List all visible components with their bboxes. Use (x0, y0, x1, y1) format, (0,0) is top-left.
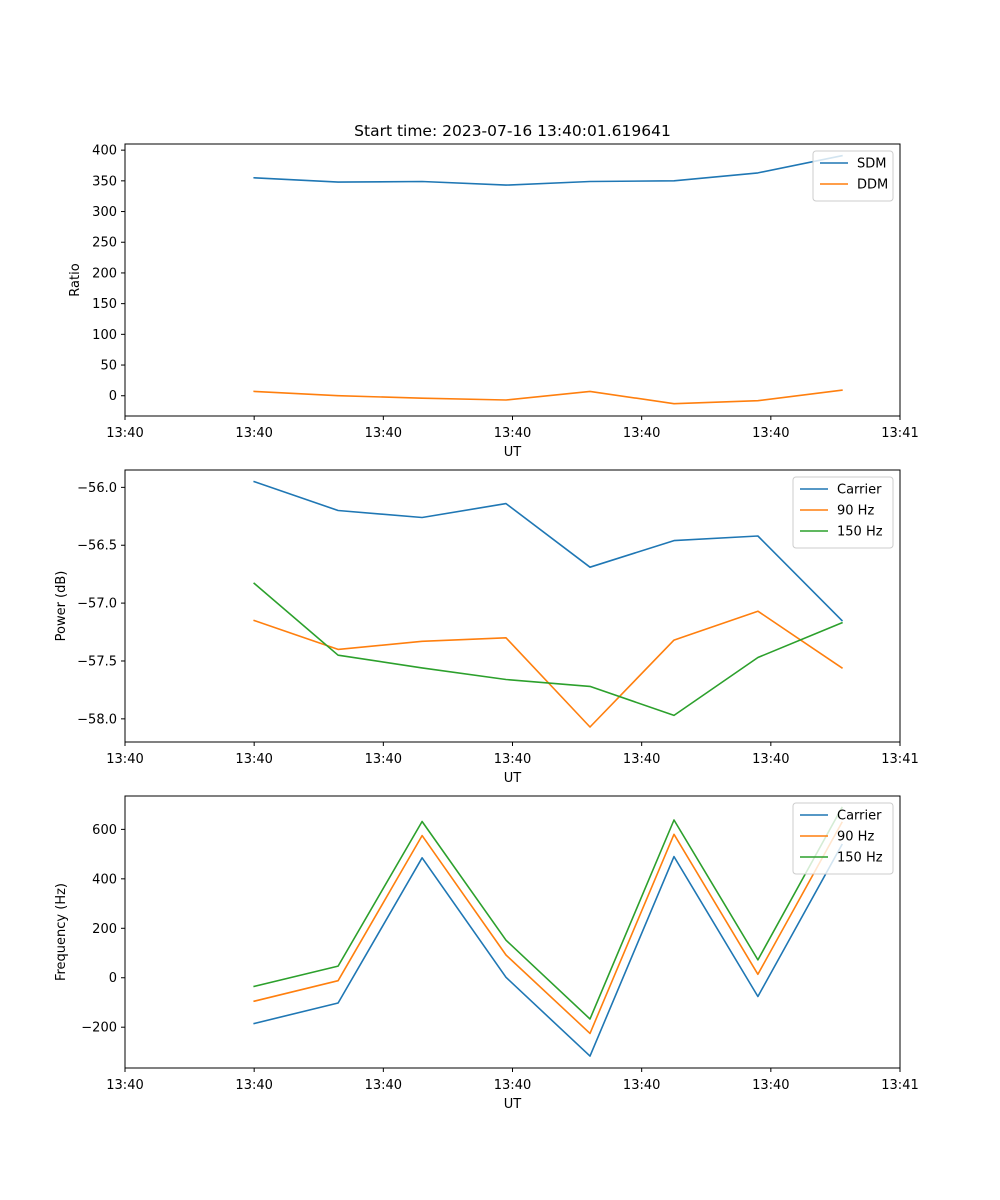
legend-label: Carrier (837, 809, 882, 824)
y-tick-label: 250 (92, 236, 117, 251)
x-tick-label: 13:40 (106, 1078, 143, 1093)
x-tick-label: 13:40 (235, 1078, 272, 1093)
series-line-sdm (253, 154, 843, 186)
y-axis-label: Frequency (Hz) (54, 883, 69, 981)
y-tick-label: 300 (92, 205, 117, 220)
legend-label: SDM (857, 157, 886, 172)
x-tick-label: 13:40 (623, 1078, 660, 1093)
chart-title: Start time: 2023-07-16 13:40:01.619641 (354, 122, 671, 140)
y-tick-label: −57.0 (77, 597, 117, 612)
y-tick-label: 600 (92, 823, 117, 838)
x-tick-label: 13:40 (752, 1078, 789, 1093)
series-line-carrier (253, 843, 843, 1057)
y-axis-label: Ratio (68, 263, 83, 296)
y-tick-label: −56.5 (77, 539, 117, 554)
x-tick-label: 13:40 (752, 752, 789, 767)
y-tick-label: 400 (92, 144, 117, 159)
series-line-ddm (253, 389, 843, 405)
y-axis-label: Power (dB) (54, 571, 69, 642)
x-tick-label: 13:41 (881, 752, 918, 767)
x-axis-label: UT (504, 1097, 522, 1112)
x-tick-label: 13:40 (365, 426, 402, 441)
legend-label: 90 Hz (837, 830, 874, 845)
legend: Carrier 90 Hz 150 Hz (792, 802, 894, 875)
series-line-carrier (253, 480, 844, 622)
y-tick-label: 200 (92, 922, 117, 937)
y-tick-label: 350 (92, 174, 117, 189)
y-tick-label: 400 (92, 872, 117, 887)
y-tick-label: −58.0 (77, 712, 117, 727)
x-tick-label: 13:40 (494, 426, 531, 441)
y-tick-label: 150 (92, 297, 117, 312)
x-tick-label: 13:40 (235, 752, 272, 767)
y-tick-label: 0 (109, 389, 117, 404)
x-tick-label: 13:40 (752, 426, 789, 441)
axes-2: 13:40 13:40 13:40 13:40 13:40 13:40 13:41 −58.0… (54, 469, 919, 786)
axes-3: 13:40 13:40 13:40 13:40 13:40 13:40 13:41 −200 0… (54, 795, 919, 1112)
x-axis-label: UT (504, 771, 522, 786)
y-tick-label: 0 (109, 971, 117, 986)
legend-label: Carrier (837, 483, 882, 498)
x-tick-label: 13:40 (623, 752, 660, 767)
axes-frame (124, 469, 901, 743)
x-tick-label: 13:40 (494, 752, 531, 767)
y-tick-label: −57.5 (77, 654, 117, 669)
series-line-150-hz (253, 806, 843, 1020)
x-tick-label: 13:40 (494, 1078, 531, 1093)
y-tick-label: 200 (92, 266, 117, 281)
series-line-90-hz (253, 610, 844, 728)
x-tick-label: 13:40 (365, 752, 402, 767)
x-tick-label: 13:41 (881, 1078, 918, 1093)
x-axis-label: UT (504, 445, 522, 460)
legend: Carrier 90 Hz 150 Hz (792, 476, 894, 549)
x-tick-label: 13:40 (106, 752, 143, 767)
series-line-150-hz (253, 582, 843, 717)
y-tick-label: −200 (81, 1021, 117, 1036)
x-tick-label: 13:40 (623, 426, 660, 441)
x-tick-label: 13:41 (881, 426, 918, 441)
y-tick-label: 100 (92, 328, 117, 343)
y-tick-label: 50 (100, 359, 117, 374)
x-tick-label: 13:40 (365, 1078, 402, 1093)
axes-1: Start time: 2023-07-16 13:40:01.619641 13… (68, 122, 919, 460)
legend: SDM DDM (812, 150, 894, 202)
x-tick-label: 13:40 (106, 426, 143, 441)
legend-label: 90 Hz (837, 504, 874, 519)
legend-label: 150 Hz (837, 851, 883, 866)
legend-label: 150 Hz (837, 525, 883, 540)
x-tick-label: 13:40 (235, 426, 272, 441)
legend-label: DDM (857, 178, 888, 193)
axes-frame (124, 795, 901, 1069)
series-line-90-hz (253, 821, 843, 1035)
y-tick-label: −56.0 (77, 481, 117, 496)
